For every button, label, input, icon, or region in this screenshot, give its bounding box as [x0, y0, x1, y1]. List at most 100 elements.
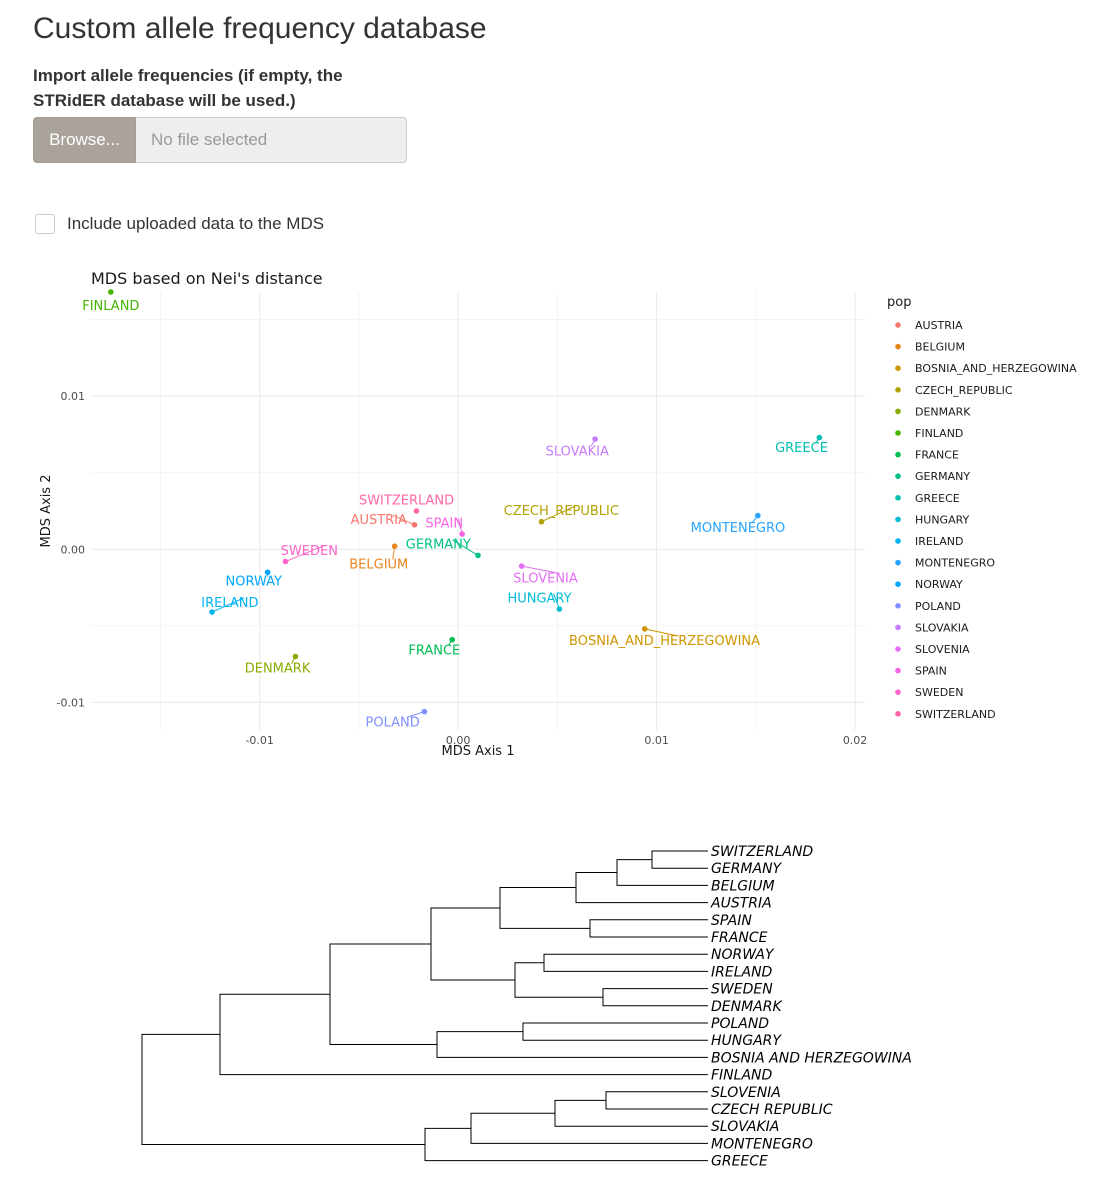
- file-input[interactable]: Browse... No file selected: [33, 117, 407, 163]
- point-ireland: [209, 609, 215, 615]
- point-denmark: [292, 653, 299, 660]
- leaf-label-montenegro: MONTENEGRO: [711, 1136, 813, 1152]
- point-poland: [421, 708, 428, 715]
- dendrogram-branch: [651, 850, 708, 869]
- leaf-label-greece: GREECE: [711, 1154, 768, 1170]
- point-finland: [108, 289, 114, 295]
- dendrogram-branch: [329, 943, 437, 1045]
- legend-label-spain: SPAIN: [915, 665, 947, 678]
- point-label-bosnia-and-herzegowina: BOSNIA_AND_HERZEGOWINA: [569, 634, 760, 649]
- point-slovakia: [592, 436, 598, 442]
- legend-key-finland: [895, 430, 901, 436]
- x-tick-label: 0.00: [446, 734, 471, 747]
- leaf-label-hungary: HUNGARY: [711, 1033, 782, 1049]
- point-slovenia: [518, 563, 525, 569]
- leaf-label-ireland: IRELAND: [711, 964, 773, 980]
- legend-key-france: [895, 451, 901, 458]
- legend-label-slovakia: SLOVAKIA: [915, 621, 969, 634]
- label-leader-poland: [406, 711, 425, 718]
- label-leader-germany: [452, 539, 479, 556]
- y-tick-label: 0.00: [61, 543, 86, 556]
- dendrogram-branch: [543, 953, 708, 972]
- legend-key-ireland: [895, 538, 901, 544]
- legend-key-spain: [895, 667, 901, 674]
- point-norway: [264, 569, 271, 576]
- leaf-label-denmark: DENMARK: [711, 999, 783, 1015]
- point-montenegro: [755, 512, 761, 519]
- point-label-slovenia: SLOVENIA: [513, 571, 578, 586]
- legend-label-norway: NORWAY: [915, 578, 963, 591]
- legend-label-germany: GERMANY: [915, 470, 970, 483]
- label-leader-slovenia: [521, 565, 560, 574]
- label-leader-sweden: [285, 545, 324, 563]
- include-mds-label[interactable]: Include uploaded data to the MDS: [67, 214, 325, 233]
- legend-label-czech-republic: CZECH_REPUBLIC: [915, 384, 1013, 397]
- x-axis-label: MDS Axis 1: [442, 744, 515, 759]
- import-label: Import allele frequencies (if empty, the…: [33, 66, 343, 110]
- legend-key-germany: [895, 473, 901, 479]
- point-france: [449, 636, 456, 643]
- legend-key-norway: [895, 581, 901, 587]
- legend-key-slovenia: [895, 646, 901, 652]
- legend-key-bosnia-and-herzegowina: [895, 365, 901, 371]
- point-label-germany: GERMANY: [406, 538, 471, 553]
- include-mds-checkbox[interactable]: [35, 214, 55, 234]
- point-label-ireland: IRELAND: [201, 596, 258, 611]
- point-label-hungary: HUNGARY: [507, 591, 571, 606]
- leaf-label-bosnia-and-herzegowina: BOSNIA AND HERZEGOWINA: [711, 1050, 912, 1066]
- legend-label-switzerland: SWITZERLAND: [915, 708, 996, 721]
- y-tick-label: 0.01: [61, 390, 86, 403]
- browse-button[interactable]: Browse...: [33, 117, 136, 163]
- include-mds-row[interactable]: Include uploaded data to the MDS: [35, 214, 324, 234]
- legend-key-czech-republic: [895, 387, 901, 393]
- legend-label-sweden: SWEDEN: [915, 686, 963, 699]
- label-leader-bosnia-and-herzegowina: [644, 628, 679, 637]
- dendrogram-branch: [470, 1112, 708, 1144]
- leaf-label-slovenia: SLOVENIA: [711, 1085, 781, 1101]
- legend-label-ireland: IRELAND: [915, 535, 963, 548]
- legend-key-belgium: [895, 343, 901, 350]
- leaf-label-france: FRANCE: [711, 930, 768, 946]
- point-label-norway: NORWAY: [226, 574, 282, 589]
- leaf-label-slovakia: SLOVAKIA: [711, 1119, 779, 1135]
- leaf-label-finland: FINLAND: [711, 1068, 773, 1084]
- dendrogram-branch: [514, 962, 603, 998]
- dendrogram-branch: [554, 1099, 708, 1127]
- dendrogram-branch: [589, 919, 708, 938]
- file-name-display: No file selected: [136, 117, 407, 163]
- point-bosnia-and-herzegowina: [641, 626, 648, 632]
- point-austria: [411, 521, 418, 528]
- point-label-denmark: DENMARK: [245, 662, 311, 677]
- legend-label-denmark: DENMARK: [915, 405, 971, 418]
- y-tick-label: -0.01: [57, 696, 85, 709]
- point-label-spain: SPAIN: [425, 516, 463, 531]
- dendrogram-branch: [605, 1091, 708, 1110]
- point-label-czech-republic: CZECH_REPUBLIC: [504, 504, 619, 519]
- point-label-austria: AUSTRIA: [351, 513, 407, 528]
- legend-label-slovenia: SLOVENIA: [915, 643, 970, 656]
- leaf-label-germany: GERMANY: [711, 861, 783, 877]
- leaf-label-belgium: BELGIUM: [711, 878, 775, 894]
- leaf-label-czech-republic: CZECH REPUBLIC: [711, 1102, 833, 1118]
- leaf-label-sweden: SWEDEN: [711, 982, 773, 998]
- legend-label-montenegro: MONTENEGRO: [915, 557, 995, 570]
- legend-label-poland: POLAND: [915, 600, 961, 613]
- point-spain: [459, 531, 465, 537]
- leaf-label-spain: SPAIN: [711, 913, 752, 929]
- point-hungary: [556, 606, 563, 612]
- point-label-greece: GREECE: [775, 441, 828, 456]
- y-axis-label: MDS Axis 2: [39, 475, 54, 548]
- point-germany: [475, 552, 481, 559]
- legend-title: pop: [887, 295, 911, 310]
- point-label-sweden: SWEDEN: [281, 544, 338, 559]
- dendrogram-branch: [616, 859, 708, 886]
- point-label-finland: FINLAND: [82, 299, 139, 314]
- legend-label-greece: GREECE: [915, 492, 960, 505]
- point-sweden: [282, 558, 289, 565]
- label-leader-ireland: [211, 597, 245, 613]
- leaf-label-norway: NORWAY: [711, 947, 775, 963]
- point-label-belgium: BELGIUM: [349, 558, 408, 573]
- dendrogram-branch: [141, 1033, 425, 1145]
- leaf-label-poland: POLAND: [711, 1016, 769, 1032]
